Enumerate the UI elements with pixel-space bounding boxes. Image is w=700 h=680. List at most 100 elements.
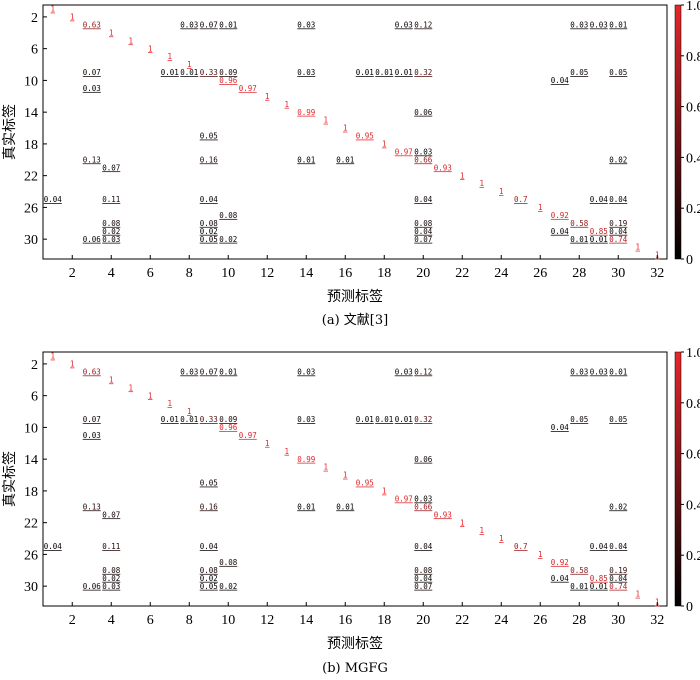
cell-value-9-18: 0.01	[375, 415, 393, 424]
cell-value-9-10: 0.09	[219, 415, 237, 424]
cell-value-7-7: 1	[167, 52, 172, 61]
y-tick-label-18: 18	[24, 138, 38, 153]
x-tick-label-10: 10	[221, 266, 235, 281]
x-tick-label-28: 28	[572, 266, 586, 281]
x-tick-label-12: 12	[260, 613, 274, 628]
y-tick-label-10: 10	[24, 421, 38, 436]
colorbar-ticks: 0 0.2 0.4 0.6 0.8 1.0	[681, 0, 700, 268]
y-tick-label-10: 10	[24, 74, 38, 89]
y-tick-label-22: 22	[24, 517, 38, 532]
cell-value-12-12: 1	[265, 92, 270, 101]
cell-value-3-9: 0.07	[200, 20, 218, 29]
cell-value-30-4: 0.03	[102, 235, 120, 244]
cell-value-25-30: 0.04	[609, 195, 628, 204]
cell-value-20-16: 0.01	[336, 502, 354, 511]
x-tick-label-32: 32	[650, 613, 664, 628]
cell-value-21-4: 0.07	[102, 510, 120, 519]
cell-value-25-29: 0.04	[590, 542, 609, 551]
cell-value-13-13: 1	[284, 447, 289, 456]
x-axis-ticks: 2 4 6 8 10 12 14 16 18 20 22 24 26 28 30 32	[69, 602, 664, 628]
cell-value-20-20: 0.66	[414, 502, 433, 511]
cell-value-30-4: 0.03	[102, 582, 120, 591]
cell-value-9-28: 0.05	[570, 415, 588, 424]
cell-value-17-9: 0.05	[200, 479, 218, 488]
cell-value-21-21: 0.93	[434, 163, 452, 172]
cell-value-3-14: 0.03	[297, 367, 315, 376]
cell-value-18-18: 1	[382, 140, 387, 149]
cell-value-6-6: 1	[148, 44, 153, 53]
cell-value-30-10: 0.02	[219, 582, 237, 591]
cell-value-25-25: 0.7	[514, 195, 528, 204]
x-tick-label-4: 4	[108, 613, 115, 628]
x-tick-label-12: 12	[260, 266, 274, 281]
x-tick-label-30: 30	[611, 613, 625, 628]
cell-value-11-3: 0.03	[83, 84, 101, 93]
cell-value-25-9: 0.04	[200, 542, 219, 551]
cell-value-3-14: 0.03	[297, 20, 315, 29]
cell-value-17-17: 0.95	[356, 479, 374, 488]
cell-value-4-4: 1	[109, 375, 114, 384]
y-tick-label-22: 22	[24, 170, 38, 185]
cell-value-9-17: 0.01	[356, 415, 374, 424]
y-tick-label-14: 14	[24, 106, 38, 121]
colorbar-tick-label-0.2: 0.2	[686, 202, 700, 217]
cell-value-9-30: 0.05	[609, 68, 627, 77]
cell-value-25-20: 0.04	[414, 542, 433, 551]
cell-value-3-28: 0.03	[570, 20, 588, 29]
cell-value-3-10: 0.01	[219, 20, 237, 29]
cell-value-22-22: 1	[460, 518, 465, 527]
cell-value-19-19: 0.97	[395, 147, 413, 156]
colorbar-tick-label-0.4: 0.4	[686, 151, 700, 166]
cell-value-14-14: 0.99	[297, 455, 315, 464]
x-tick-label-14: 14	[299, 266, 313, 281]
cell-value-3-30: 0.01	[609, 367, 627, 376]
cell-value-25-1: 0.04	[44, 195, 63, 204]
cell-value-29-20: 0.04	[414, 574, 433, 583]
cell-value-30-29: 0.01	[590, 582, 608, 591]
cell-value-4-4: 1	[109, 28, 114, 37]
y-tick-label-6: 6	[31, 43, 38, 58]
cell-value-17-17: 0.95	[356, 132, 374, 141]
cell-value-30-9: 0.05	[200, 582, 218, 591]
cell-value-9-20: 0.32	[414, 415, 432, 424]
cell-value-30-9: 0.05	[200, 235, 218, 244]
cell-value-2-2: 1	[70, 13, 75, 22]
cell-value-20-14: 0.01	[297, 155, 315, 164]
cell-value-19-20: 0.03	[414, 494, 432, 503]
cell-value-10-10: 0.96	[219, 423, 238, 432]
cell-value-20-9: 0.16	[200, 502, 219, 511]
colorbar	[674, 351, 682, 607]
cell-value-30-3: 0.06	[83, 582, 102, 591]
cell-value-20-9: 0.16	[200, 155, 219, 164]
cell-value-18-18: 1	[382, 487, 387, 496]
y-tick-label-30: 30	[24, 233, 38, 248]
colorbar-tick-label-0.2: 0.2	[686, 549, 700, 564]
cell-value-30-28: 0.01	[570, 582, 588, 591]
x-tick-label-16: 16	[338, 266, 352, 281]
x-tick-label-28: 28	[572, 613, 586, 628]
y-tick-label-30: 30	[24, 580, 38, 595]
cell-value-30-30: 0.74	[609, 582, 628, 591]
cell-value-17-9: 0.05	[200, 132, 218, 141]
cell-value-9-7: 0.01	[161, 415, 179, 424]
colorbar-tick-label-0.8: 0.8	[686, 50, 700, 65]
plot-frame	[42, 4, 668, 260]
cell-value-9-14: 0.03	[297, 415, 315, 424]
cell-value-26-26: 1	[538, 550, 543, 559]
cell-value-30-28: 0.01	[570, 235, 588, 244]
cell-value-5-5: 1	[128, 383, 133, 392]
cell-value-3-8: 0.03	[180, 20, 198, 29]
cell-value-29-27: 0.04	[551, 227, 570, 236]
cell-value-5-5: 1	[128, 36, 133, 45]
y-tick-label-2: 2	[31, 11, 38, 26]
cell-value-30-29: 0.01	[590, 235, 608, 244]
cell-value-10-27: 0.04	[551, 423, 570, 432]
cell-value-11-3: 0.03	[83, 431, 101, 440]
cell-value-3-30: 0.01	[609, 20, 627, 29]
colorbar	[674, 4, 682, 260]
cell-value-9-18: 0.01	[375, 68, 393, 77]
cell-value-26-26: 1	[538, 203, 543, 212]
cell-value-20-3: 0.13	[83, 155, 101, 164]
cell-value-28-4: 0.08	[102, 566, 121, 575]
cell-value-15-15: 1	[323, 463, 328, 472]
